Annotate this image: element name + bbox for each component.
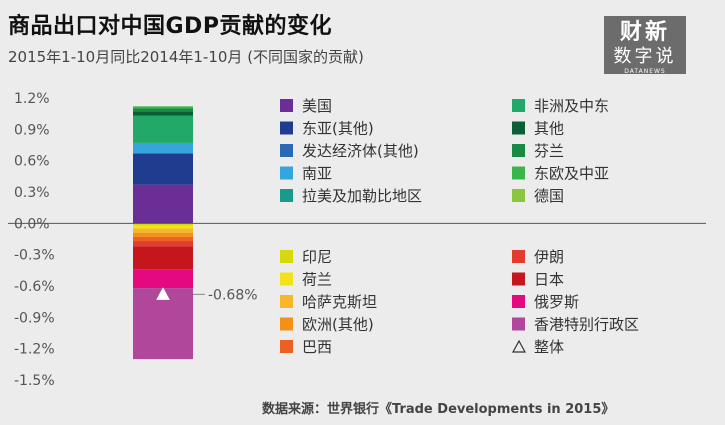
bar-segment bbox=[133, 288, 193, 360]
legend-swatch bbox=[280, 317, 293, 331]
legend-label: 整体 bbox=[534, 338, 564, 356]
y-tick-label: 0.3% bbox=[14, 185, 50, 201]
legend-label: 其他 bbox=[534, 120, 564, 138]
y-tick-label: -0.9% bbox=[14, 310, 55, 326]
legend-label: 印尼 bbox=[302, 248, 332, 266]
legend-swatch bbox=[512, 99, 525, 112]
bar-segment bbox=[133, 111, 193, 116]
legend-label: 香港特别行政区 bbox=[534, 316, 639, 334]
legend-swatch bbox=[512, 272, 525, 286]
bar-segment bbox=[133, 153, 193, 185]
y-tick-label: -0.6% bbox=[14, 279, 55, 295]
legend-label: 南亚 bbox=[302, 165, 332, 183]
bar-segment bbox=[133, 246, 193, 270]
y-tick-label: 1.2% bbox=[14, 91, 50, 107]
legend-swatch bbox=[512, 144, 525, 157]
chart-subtitle: 2015年1-10月同比2014年1-10月 (不同国家的贡献) bbox=[8, 48, 364, 66]
legend-swatch bbox=[280, 189, 293, 202]
legend-label: 伊朗 bbox=[534, 248, 564, 266]
legend-label: 发达经济体(其他) bbox=[302, 142, 419, 160]
legend-swatch bbox=[512, 250, 525, 263]
total-value-label: -0.68% bbox=[208, 287, 258, 303]
legend-label: 俄罗斯 bbox=[534, 293, 579, 311]
legend-swatch bbox=[512, 121, 525, 135]
bar-segment bbox=[133, 241, 193, 247]
legend-label: 东欧及中亚 bbox=[534, 165, 609, 183]
legend-label: 拉美及加勒比地区 bbox=[302, 187, 422, 205]
logo-line3: DATANEWS bbox=[624, 68, 666, 75]
legend-swatch bbox=[280, 250, 293, 263]
legend-swatch bbox=[280, 121, 293, 135]
bar-segment bbox=[133, 232, 193, 237]
legend-swatch bbox=[512, 189, 525, 202]
legend-swatch bbox=[280, 295, 293, 308]
bar-segment bbox=[133, 142, 193, 154]
legend-label: 美国 bbox=[302, 97, 332, 115]
logo-line2: 数字说 bbox=[613, 46, 677, 67]
bar-segment bbox=[133, 115, 193, 143]
legend-label: 东亚(其他) bbox=[302, 120, 374, 138]
legend-label: 德国 bbox=[534, 187, 564, 205]
bar-segment bbox=[133, 228, 193, 233]
caixin-logo: 财新 数字说 DATANEWS bbox=[604, 16, 686, 75]
legend-label: 巴西 bbox=[302, 338, 332, 356]
y-tick-label: 0.9% bbox=[14, 122, 50, 138]
legend-swatch bbox=[280, 99, 293, 112]
y-tick-label: -0.3% bbox=[14, 248, 55, 264]
bar-segment bbox=[133, 106, 193, 109]
logo-line1: 财新 bbox=[619, 20, 670, 45]
legend-label: 非洲及中东 bbox=[534, 97, 609, 115]
bar-segment bbox=[133, 269, 193, 289]
legend-swatch bbox=[280, 166, 293, 180]
legend-swatch bbox=[280, 340, 293, 353]
legend-label: 欧洲(其他) bbox=[302, 316, 374, 334]
y-tick-label: -1.5% bbox=[14, 373, 55, 389]
bar-segment bbox=[133, 236, 193, 242]
legend-swatch bbox=[280, 144, 293, 157]
legend-swatch bbox=[512, 317, 525, 331]
bar-segment bbox=[133, 223, 193, 226]
legend-label: 荷兰 bbox=[302, 271, 332, 289]
total-marker bbox=[156, 287, 170, 300]
bar-segment bbox=[133, 225, 193, 229]
legend-swatch bbox=[512, 295, 525, 308]
chart-title: 商品出口对中国GDP贡献的变化 bbox=[8, 14, 332, 39]
bar-segment bbox=[133, 108, 193, 112]
legend-label: 芬兰 bbox=[534, 142, 564, 160]
legend-label: 哈萨克斯坦 bbox=[302, 293, 377, 311]
data-source: 数据来源：世界银行《Trade Developments in 2015》 bbox=[262, 402, 615, 417]
legend-total-icon bbox=[511, 339, 527, 353]
legend-label: 日本 bbox=[534, 271, 564, 289]
y-tick-label: -1.2% bbox=[14, 342, 55, 358]
legend-swatch bbox=[280, 272, 293, 286]
y-tick-label: 0.6% bbox=[14, 154, 50, 170]
legend-swatch bbox=[512, 166, 525, 180]
y-tick-label: 0.0% bbox=[14, 216, 50, 232]
bar-segment bbox=[133, 184, 193, 224]
